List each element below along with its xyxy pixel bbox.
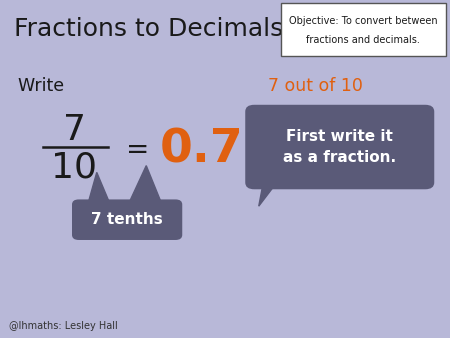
Text: fractions and decimals.: fractions and decimals.	[306, 35, 420, 45]
Polygon shape	[88, 172, 110, 204]
Text: 7 out of 10: 7 out of 10	[268, 77, 363, 95]
Text: First write it
as a fraction.: First write it as a fraction.	[283, 129, 396, 165]
Text: 7: 7	[63, 113, 86, 147]
FancyBboxPatch shape	[72, 199, 182, 240]
Text: =: =	[126, 137, 149, 164]
Text: @lhmaths: Lesley Hall: @lhmaths: Lesley Hall	[9, 321, 118, 331]
Polygon shape	[259, 183, 277, 206]
Text: 10: 10	[51, 150, 97, 184]
Text: 7 tenths: 7 tenths	[91, 212, 163, 227]
FancyBboxPatch shape	[281, 3, 446, 56]
Text: Write: Write	[18, 77, 70, 95]
Text: Fractions to Decimals: Fractions to Decimals	[14, 17, 283, 41]
FancyBboxPatch shape	[245, 105, 434, 189]
Polygon shape	[128, 166, 162, 204]
Text: Objective: To convert between: Objective: To convert between	[289, 16, 438, 26]
Text: 0.7: 0.7	[160, 128, 243, 173]
